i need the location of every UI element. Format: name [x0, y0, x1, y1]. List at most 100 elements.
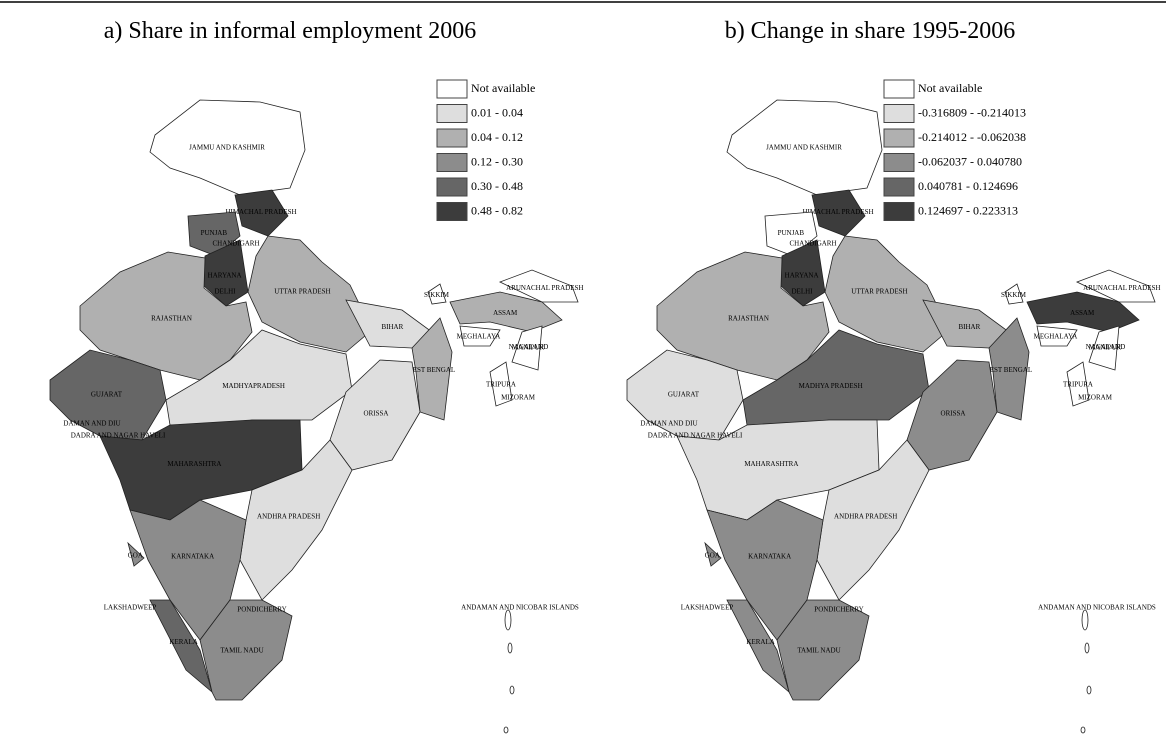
region — [411, 317, 453, 421]
region — [1075, 269, 1156, 303]
island — [509, 685, 515, 695]
region — [149, 99, 306, 196]
region-label: TAMIL NADU — [797, 647, 840, 655]
region — [49, 349, 167, 441]
place-label: ANDAMAN AND NICOBAR ISLANDS — [1038, 604, 1156, 612]
legend-swatch — [883, 153, 915, 172]
region-label: NAGALAND — [509, 343, 549, 351]
place-label: LAKSHADWEEP — [681, 604, 734, 612]
region — [776, 599, 870, 701]
place-label: DAMAN AND DIU — [63, 420, 120, 428]
region-label: TAMIL NADU — [220, 647, 263, 655]
region-label: MEGHALAYA — [457, 333, 501, 341]
legend-label: 0.124697 - 0.223313 — [918, 203, 1018, 217]
region — [449, 291, 563, 333]
region — [704, 541, 722, 567]
region-label: ASSAM — [493, 309, 518, 317]
region-label: BIHAR — [959, 323, 981, 331]
panel-title: a) Share in informal employment 2006 — [104, 18, 477, 44]
legend-label: Not available — [471, 81, 535, 95]
panel-title: b) Change in share 1995-2006 — [725, 18, 1016, 44]
island — [507, 642, 513, 654]
legend-swatch — [883, 128, 915, 148]
place-label: MANIPUR — [1089, 344, 1122, 352]
place-label: MIZORAM — [501, 394, 536, 402]
region-label: GUJARAT — [91, 391, 123, 399]
region — [489, 361, 513, 407]
legend-swatch — [883, 104, 915, 123]
region — [811, 189, 866, 237]
place-label: DADRA AND NAGAR HAVELI — [71, 432, 166, 440]
region-label: NAGALAND — [1086, 343, 1126, 351]
region — [459, 325, 501, 347]
legend-swatch — [883, 202, 915, 221]
region — [127, 541, 145, 567]
region-label: ORISSA — [364, 409, 389, 417]
region-label: PUNJAB — [778, 229, 805, 237]
region-label: TRIPURA — [1063, 381, 1093, 389]
region-label: JAMMU AND KASHMIR — [766, 144, 842, 152]
region — [511, 325, 543, 371]
region-label: MADHYAPRADESH — [222, 382, 285, 390]
region-label: ARUNACHAL PRADESH — [1083, 284, 1160, 292]
region — [1026, 291, 1140, 333]
region-label: WEST BENGAL — [983, 366, 1032, 374]
region-label: HARYANA — [785, 272, 819, 280]
legend-label: 0.04 - 0.12 — [471, 130, 523, 144]
region-label: UTTAR PRADESH — [274, 287, 330, 295]
region-label: ANDHRA PRADESH — [257, 512, 320, 520]
legend-swatch — [883, 177, 915, 197]
legend-label: -0.062037 - 0.040780 — [918, 154, 1022, 168]
legend-swatch — [883, 79, 915, 99]
island — [1080, 726, 1086, 734]
region — [824, 235, 950, 353]
region-label: WEST BENGAL — [406, 366, 455, 374]
region-label: MAHARASHTRA — [744, 460, 798, 468]
legend-swatch — [436, 79, 468, 99]
island — [504, 609, 512, 631]
legend-label: 0.48 - 0.82 — [471, 203, 523, 217]
legend-label: 0.12 - 0.30 — [471, 154, 523, 168]
region — [706, 499, 824, 641]
region-label: RAJASTHAN — [728, 315, 769, 323]
region — [656, 251, 830, 381]
region — [726, 599, 790, 694]
region-label: ANDHRA PRADESH — [834, 512, 897, 520]
legend-label: -0.214012 - -0.062038 — [918, 130, 1026, 144]
region-label: MADHYA PRADESH — [799, 382, 863, 390]
region — [234, 189, 289, 237]
region — [726, 99, 883, 196]
legend-label: 0.040781 - 0.124696 — [918, 179, 1018, 193]
place-label: CHANDIGARH — [212, 240, 259, 248]
place-label: DADRA AND NAGAR HAVELI — [648, 432, 743, 440]
legend-label: 0.30 - 0.48 — [471, 179, 523, 193]
region — [149, 599, 213, 694]
legend-swatch — [436, 202, 468, 221]
island — [503, 726, 509, 734]
region-label: ARUNACHAL PRADESH — [506, 284, 583, 292]
region-label: KARNATAKA — [748, 552, 791, 560]
island — [1086, 685, 1092, 695]
place-label: MIZORAM — [1078, 394, 1113, 402]
place-label: DAMAN AND DIU — [640, 420, 697, 428]
place-label: PONDICHERRY — [237, 606, 286, 614]
region-label: MEGHALAYA — [1034, 333, 1078, 341]
region — [1004, 283, 1024, 305]
place-label: PONDICHERRY — [814, 606, 863, 614]
place-label: LAKSHADWEEP — [104, 604, 157, 612]
region-label: GOA — [128, 551, 143, 559]
legend-label: Not available — [918, 81, 982, 95]
region — [427, 283, 447, 305]
region-label: SIKKIM — [1001, 291, 1027, 299]
region-label: TRIPURA — [486, 381, 516, 389]
region — [129, 499, 247, 641]
legend-swatch — [436, 153, 468, 172]
place-label: DELHI — [792, 288, 814, 296]
region-label: KERALA — [746, 638, 774, 646]
region-label: MAHARASHTRA — [167, 460, 221, 468]
place-label: MANIPUR — [512, 344, 545, 352]
island — [1081, 609, 1089, 631]
region — [1066, 361, 1090, 407]
region — [626, 349, 744, 441]
